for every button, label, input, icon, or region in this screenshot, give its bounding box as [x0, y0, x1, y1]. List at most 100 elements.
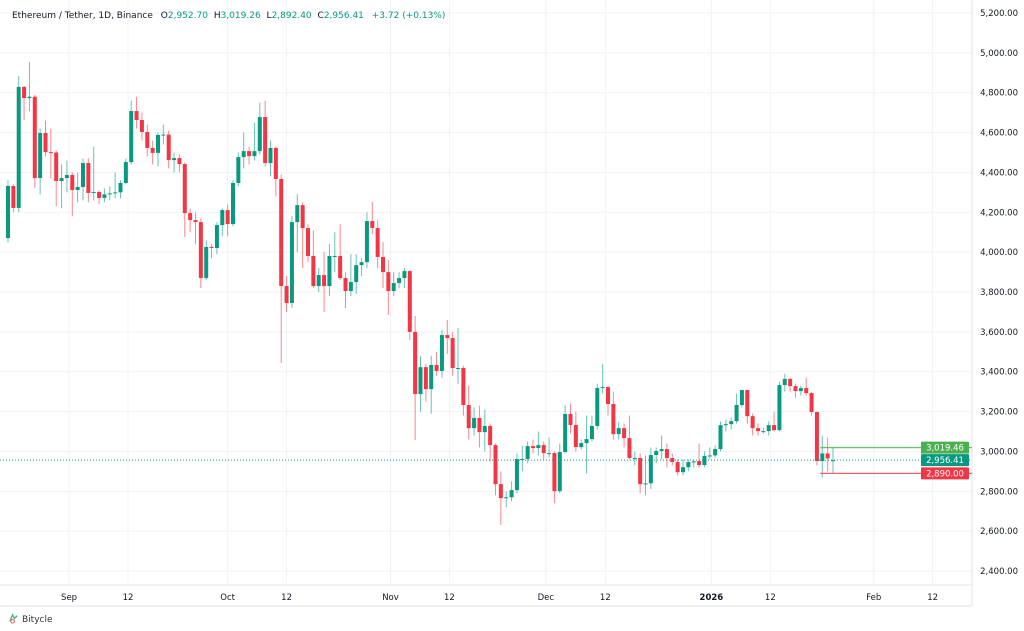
candle-down [423, 363, 428, 402]
candle-up [359, 258, 364, 277]
candlestick-chart[interactable]: 3,019.46 2,956.41 2,890.00 5,200.00 5,000.0… [0, 0, 1024, 610]
candle-down [322, 252, 327, 312]
candle-down [225, 204, 230, 237]
candle-up [777, 381, 782, 432]
candle-body [209, 246, 214, 248]
candle-up [547, 437, 552, 458]
candle-up [831, 447, 835, 473]
candle-body [498, 484, 503, 499]
price-tick-label: 4,600.00 [980, 129, 1018, 139]
price-tick-label: 4,200.00 [980, 208, 1018, 218]
change-value: +3.72 (+0.13%) [371, 11, 446, 21]
last-price-badge [921, 454, 969, 467]
candle-down [300, 202, 305, 269]
candle-body [461, 367, 466, 406]
candle-body [64, 175, 69, 179]
candle-body [622, 428, 627, 439]
candle-body [514, 459, 519, 491]
candle-body [686, 462, 691, 468]
candle-body [300, 205, 305, 229]
candle-down [32, 94, 37, 189]
candle-down [804, 377, 809, 396]
candle-down [541, 441, 546, 460]
candle-body [354, 265, 359, 283]
candle-body [723, 424, 728, 426]
candle-body [798, 388, 803, 392]
candle-down [381, 242, 385, 289]
candle-down [273, 146, 278, 197]
time-axis[interactable]: Sep 12 Oct 12 Nov 12 Dec 12 2026 12 Feb 12 [61, 593, 938, 603]
candle-body [284, 286, 289, 303]
candle-up [729, 417, 734, 430]
time-tick-label: 12 [444, 593, 455, 603]
candle-up [595, 383, 600, 430]
candle-body [81, 163, 85, 187]
candle-down [466, 385, 471, 440]
candle-up [6, 180, 10, 243]
candle-body [638, 458, 643, 485]
candle-up [418, 355, 423, 412]
candle-body [364, 221, 369, 263]
low-value: 2,892.40 [271, 11, 312, 21]
time-tick-label: Oct [220, 593, 235, 603]
candle-up [241, 132, 246, 169]
candle-body [123, 162, 128, 184]
candle-body [295, 205, 300, 223]
candle-down [284, 276, 289, 312]
candle-up [557, 443, 562, 494]
candle-body [198, 222, 203, 279]
candle-body [145, 131, 150, 148]
candle-body [482, 425, 487, 433]
candle-down [793, 383, 798, 398]
candle-down [814, 411, 819, 466]
candle-up [113, 172, 118, 199]
candle-body [782, 378, 787, 386]
candle-up [584, 415, 589, 474]
candle-down [413, 315, 418, 441]
candle-body [477, 417, 482, 433]
candle-body [306, 228, 310, 256]
candle-down [407, 270, 412, 340]
price-tick-label: 2,600.00 [980, 527, 1018, 537]
candle-down [568, 403, 573, 434]
time-tick-label: 12 [600, 593, 611, 603]
candle-body [156, 134, 160, 153]
candle-body [713, 449, 718, 456]
candle-body [547, 453, 552, 455]
candle-up [456, 327, 460, 384]
candle-body [70, 175, 75, 190]
candle-body [332, 255, 337, 257]
price-tick-label: 5,000.00 [980, 49, 1018, 59]
candle-body [766, 425, 771, 432]
candle-down [461, 365, 466, 416]
candle-up [397, 272, 402, 289]
candle-up [514, 453, 519, 494]
candle-up [482, 409, 487, 452]
candle-down [434, 351, 439, 376]
candle-down [182, 162, 187, 238]
candle-up [504, 491, 509, 508]
candle-body [193, 220, 198, 223]
candle-down [756, 423, 760, 436]
candle-body [520, 459, 525, 461]
candle-body [263, 117, 268, 164]
low-label: L [266, 11, 272, 21]
candle-down [750, 413, 755, 436]
candle-body [182, 164, 187, 214]
candle-body [820, 453, 825, 462]
bitycle-logo-icon [8, 613, 19, 627]
candle-body [825, 453, 830, 459]
candle-up [268, 140, 273, 177]
candle-up [252, 122, 257, 161]
candle-up [766, 421, 771, 436]
price-lines: 3,019.46 2,956.41 2,890.00 [0, 441, 972, 480]
candle-body [161, 134, 166, 136]
candle-body [32, 96, 37, 179]
candle-up [364, 212, 369, 269]
candle-body [316, 275, 321, 287]
candle-body [611, 404, 616, 435]
candle-body [113, 192, 118, 194]
price-axis[interactable]: 5,200.00 5,000.00 4,800.00 4,600.00 4,400.00… [980, 9, 1018, 577]
brand-name: Bitycle [22, 615, 53, 625]
candle-down [338, 224, 343, 281]
